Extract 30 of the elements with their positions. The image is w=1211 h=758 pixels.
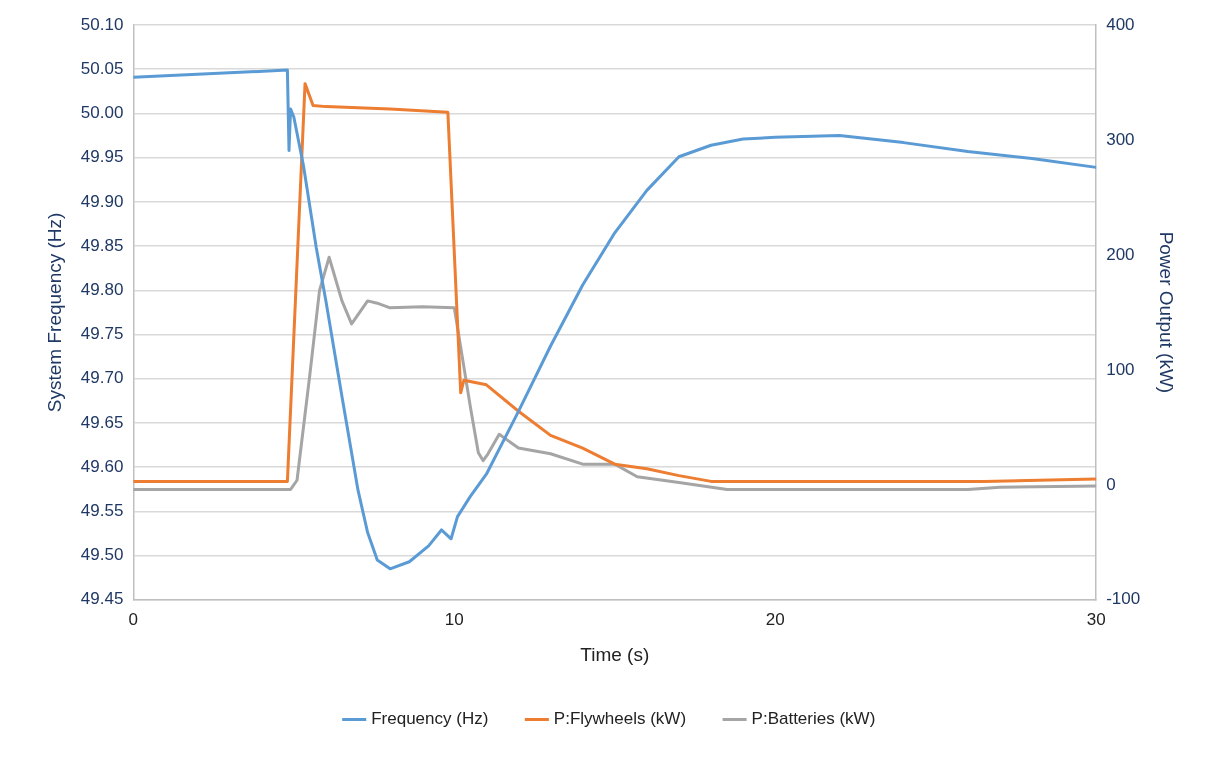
y-tick-label: 49.95 xyxy=(80,147,124,167)
y2-tick-label: -100 xyxy=(1106,589,1141,609)
y-tick-label: 49.45 xyxy=(80,589,124,609)
y2-tick-label: 200 xyxy=(1106,244,1135,264)
y-tick-label: 49.55 xyxy=(80,501,124,521)
y2-tick-label: 0 xyxy=(1106,474,1116,494)
y-tick-label: 49.50 xyxy=(80,545,124,565)
y-tick-label: 49.85 xyxy=(80,235,124,255)
y-tick-label: 49.60 xyxy=(80,456,124,476)
y-tick-label: 49.65 xyxy=(80,412,124,432)
y2-tick-label: 100 xyxy=(1106,359,1135,379)
legend-label: Frequency (Hz) xyxy=(371,709,489,729)
y2-tick-label: 400 xyxy=(1106,14,1135,34)
y-tick-label: 49.75 xyxy=(80,324,124,344)
y2-tick-label: 300 xyxy=(1106,129,1135,149)
legend-label: P:Batteries (kW) xyxy=(751,709,876,729)
y-tick-label: 49.80 xyxy=(80,279,124,299)
y-tick-label: 49.90 xyxy=(80,191,124,211)
x-tick-label: 0 xyxy=(128,609,139,629)
y-tick-label: 50.10 xyxy=(80,14,124,34)
y-tick-label: 49.70 xyxy=(80,368,124,388)
y-axis-title: System Frequency (Hz) xyxy=(43,212,65,413)
y-tick-label: 50.00 xyxy=(80,103,124,123)
x-tick-label: 30 xyxy=(1086,609,1106,629)
x-tick-label: 20 xyxy=(765,609,785,629)
y-tick-label: 50.05 xyxy=(80,58,124,78)
x-axis-title: Time (s) xyxy=(580,643,650,665)
legend-label: P:Flywheels (kW) xyxy=(553,709,687,729)
y2-axis-title: Power Output (kW) xyxy=(1156,231,1178,394)
x-tick-label: 10 xyxy=(444,609,464,629)
